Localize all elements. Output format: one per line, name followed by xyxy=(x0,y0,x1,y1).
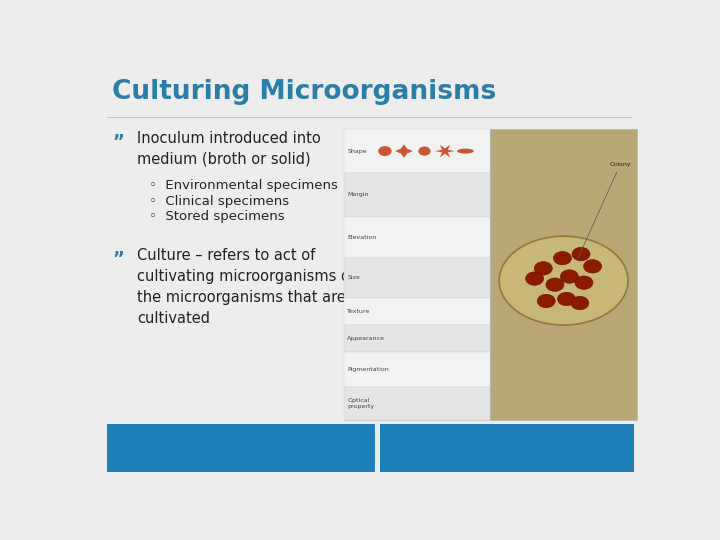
Text: ◦  Stored specimens: ◦ Stored specimens xyxy=(148,210,284,224)
Bar xyxy=(344,258,490,298)
Text: Shape: Shape xyxy=(347,148,367,153)
Bar xyxy=(344,298,490,325)
Bar xyxy=(344,129,490,420)
Text: Colony: Colony xyxy=(577,161,631,259)
Text: Appearance: Appearance xyxy=(347,336,385,341)
Text: Culturing Microorganisms: Culturing Microorganisms xyxy=(112,79,497,105)
Bar xyxy=(344,387,490,420)
Text: ◦  Clinical specimens: ◦ Clinical specimens xyxy=(148,194,289,207)
Polygon shape xyxy=(395,144,413,158)
Circle shape xyxy=(546,278,564,292)
Ellipse shape xyxy=(499,236,628,325)
Text: Texture: Texture xyxy=(347,309,371,314)
Bar xyxy=(107,424,374,472)
Circle shape xyxy=(557,292,575,306)
Text: ◦  Environmental specimens: ◦ Environmental specimens xyxy=(148,179,338,192)
Bar xyxy=(490,129,636,420)
Ellipse shape xyxy=(457,148,474,153)
Circle shape xyxy=(554,252,572,265)
Circle shape xyxy=(584,260,602,273)
Text: Culture – refers to act of
cultivating microorganisms or
the microorganisms that: Culture – refers to act of cultivating m… xyxy=(138,248,356,326)
Circle shape xyxy=(378,146,392,156)
Bar xyxy=(344,352,490,387)
Bar xyxy=(344,129,490,173)
Circle shape xyxy=(571,296,589,310)
Polygon shape xyxy=(435,145,455,158)
Text: ”: ” xyxy=(112,250,124,268)
Circle shape xyxy=(526,272,544,285)
Bar xyxy=(344,217,490,258)
Text: Inoculum introduced into
medium (broth or solid): Inoculum introduced into medium (broth o… xyxy=(138,131,321,167)
Text: Margin: Margin xyxy=(347,192,369,197)
Text: Size: Size xyxy=(347,275,360,280)
Text: Optical
property: Optical property xyxy=(347,399,374,409)
Circle shape xyxy=(418,146,431,156)
Circle shape xyxy=(537,294,555,308)
Bar xyxy=(344,173,490,217)
Bar xyxy=(380,424,634,472)
Circle shape xyxy=(575,276,593,289)
Circle shape xyxy=(560,270,578,284)
Circle shape xyxy=(534,262,552,275)
Text: Elevation: Elevation xyxy=(347,235,377,240)
Text: Pigmentation: Pigmentation xyxy=(347,367,389,372)
Text: ”: ” xyxy=(112,133,124,151)
Circle shape xyxy=(572,247,590,261)
Bar xyxy=(344,325,490,352)
